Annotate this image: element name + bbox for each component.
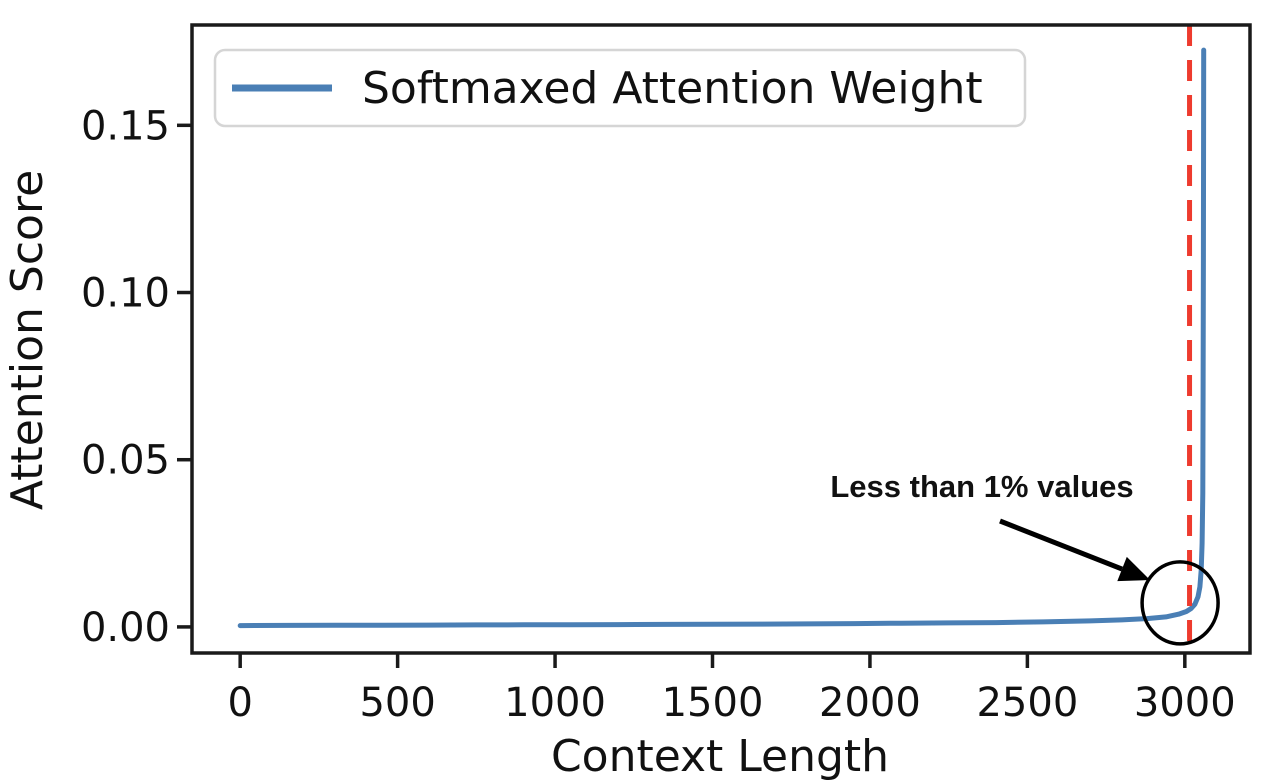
legend: Softmaxed Attention Weight <box>213 48 1027 128</box>
legend-box <box>213 48 1027 128</box>
y-tick-label: 0.00 <box>81 605 170 651</box>
callout-arrow-head-icon <box>1117 556 1150 582</box>
x-tick-label: 2500 <box>976 680 1078 726</box>
callout-annotation-text: Less than 1% values <box>830 469 1133 504</box>
x-tick-label: 2000 <box>819 680 921 726</box>
annotation-suffix: values <box>1029 469 1134 504</box>
x-tick-label: 0 <box>227 680 252 726</box>
y-axis-title: Attention Score <box>2 170 53 510</box>
series-line-softmaxed-attention-weight <box>237 47 1207 629</box>
y-axis-ticks: 0.00 0.05 0.10 0.15 <box>81 103 192 651</box>
legend-entry-label: Softmaxed Attention Weight <box>362 63 983 114</box>
x-tick-label: 3000 <box>1134 680 1236 726</box>
x-tick-label: 1500 <box>662 680 764 726</box>
x-axis-ticks: 0 500 1000 1500 2000 2500 3000 <box>227 653 1236 726</box>
y-tick-label: 0.15 <box>81 103 170 149</box>
x-tick-label: 1000 <box>504 680 606 726</box>
callout-circle <box>1140 560 1220 646</box>
y-tick-label: 0.05 <box>81 438 170 484</box>
annotation-prefix: Less than <box>830 469 983 504</box>
annotation-bold-value: 1% <box>984 469 1029 504</box>
y-tick-label: 0.10 <box>81 271 170 317</box>
callout-arrow-shaft <box>999 518 1123 572</box>
x-tick-label: 500 <box>359 680 435 726</box>
plot-border-spines <box>190 23 1252 655</box>
x-axis-title: Context Length <box>551 731 889 782</box>
